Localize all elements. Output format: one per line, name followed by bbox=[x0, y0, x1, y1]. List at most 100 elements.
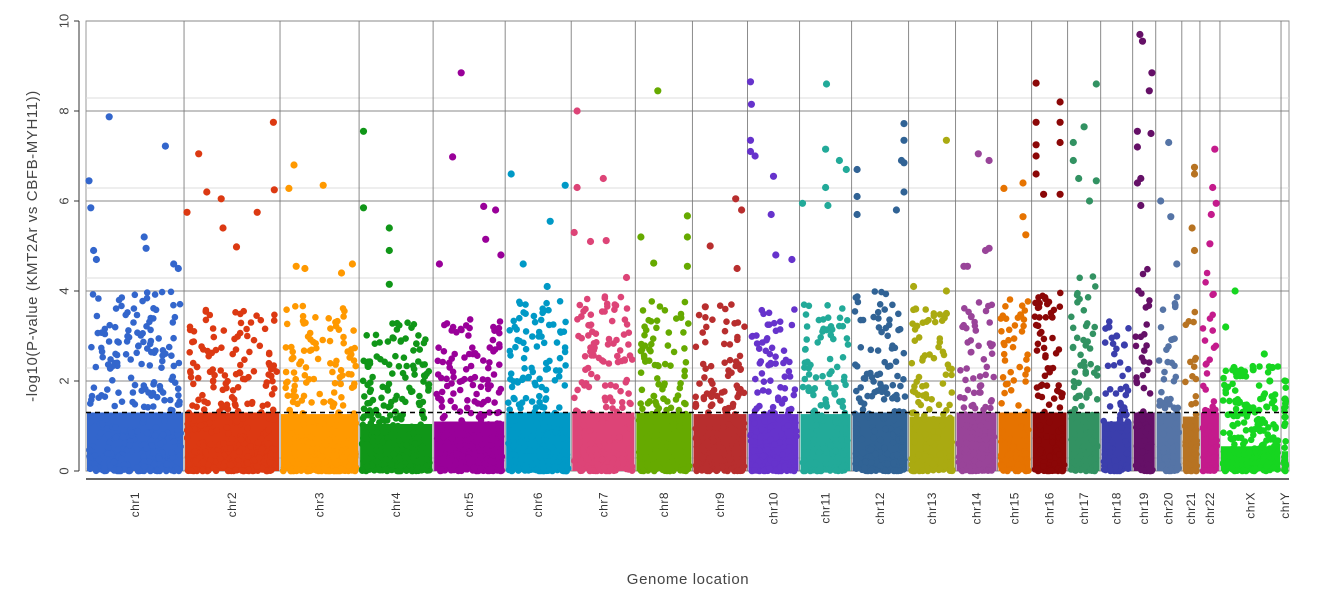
data-point bbox=[1210, 344, 1218, 352]
data-point bbox=[1139, 415, 1147, 423]
data-point bbox=[802, 311, 810, 318]
data-point bbox=[1146, 390, 1154, 397]
data-point bbox=[244, 459, 251, 467]
data-point bbox=[159, 347, 167, 354]
data-point bbox=[1068, 313, 1075, 321]
data-point bbox=[609, 459, 616, 467]
data-point bbox=[695, 438, 702, 446]
data-point bbox=[838, 436, 845, 443]
data-point bbox=[889, 301, 896, 309]
data-point bbox=[758, 370, 766, 377]
data-point bbox=[200, 406, 208, 413]
peak-point bbox=[573, 107, 581, 115]
data-point bbox=[471, 373, 479, 381]
data-point bbox=[1101, 339, 1109, 346]
data-point bbox=[605, 360, 613, 367]
data-point bbox=[681, 372, 688, 380]
peak-point bbox=[767, 210, 775, 219]
data-point bbox=[526, 447, 534, 454]
data-point bbox=[327, 398, 334, 405]
data-point bbox=[1210, 454, 1218, 461]
data-point bbox=[466, 316, 474, 323]
data-point bbox=[1069, 344, 1077, 352]
data-point bbox=[575, 332, 582, 340]
data-point bbox=[542, 366, 550, 373]
data-point bbox=[150, 449, 157, 456]
data-point bbox=[1158, 388, 1165, 396]
data-point bbox=[1080, 442, 1088, 450]
data-point bbox=[340, 339, 348, 347]
peak-point bbox=[1022, 231, 1030, 239]
data-point bbox=[435, 344, 442, 352]
data-point bbox=[460, 430, 467, 438]
data-point bbox=[386, 412, 394, 419]
data-point bbox=[582, 380, 590, 387]
data-point bbox=[176, 300, 184, 308]
data-point bbox=[767, 359, 774, 367]
data-point bbox=[617, 387, 624, 395]
peak-point bbox=[543, 282, 551, 291]
data-point bbox=[725, 404, 732, 412]
data-point bbox=[536, 426, 543, 433]
data-point bbox=[599, 418, 606, 426]
data-point bbox=[312, 340, 320, 347]
data-point bbox=[619, 404, 626, 412]
data-point bbox=[393, 326, 401, 333]
data-point bbox=[1246, 405, 1253, 413]
data-point bbox=[735, 428, 743, 435]
data-point bbox=[965, 308, 972, 316]
data-point bbox=[774, 394, 782, 402]
data-point bbox=[935, 428, 942, 436]
data-point bbox=[1202, 361, 1210, 368]
data-point bbox=[1221, 381, 1228, 389]
data-point bbox=[625, 390, 632, 397]
data-point bbox=[1232, 405, 1240, 413]
data-point bbox=[645, 316, 652, 324]
data-point bbox=[857, 344, 865, 351]
data-point bbox=[826, 355, 834, 363]
data-point bbox=[692, 393, 699, 401]
data-point bbox=[507, 457, 514, 465]
data-point bbox=[683, 441, 691, 448]
data-point bbox=[1080, 307, 1088, 314]
data-point bbox=[306, 466, 313, 474]
data-point bbox=[853, 465, 860, 473]
data-point bbox=[1125, 325, 1132, 332]
data-point bbox=[1191, 438, 1199, 445]
data-point bbox=[955, 453, 963, 461]
data-point bbox=[702, 338, 709, 346]
data-point bbox=[1102, 390, 1109, 397]
data-point bbox=[393, 319, 401, 327]
data-point bbox=[329, 368, 336, 376]
data-point bbox=[639, 405, 646, 413]
data-point bbox=[867, 467, 875, 474]
peak-point bbox=[897, 156, 906, 165]
data-point bbox=[618, 357, 625, 365]
data-point bbox=[640, 352, 648, 360]
data-point bbox=[880, 396, 888, 403]
data-point bbox=[882, 467, 889, 475]
data-point bbox=[653, 317, 661, 325]
chromosome-points-chr7 bbox=[570, 107, 636, 475]
peak-point bbox=[301, 264, 309, 273]
data-point bbox=[1282, 377, 1290, 385]
data-point bbox=[330, 389, 338, 396]
data-point bbox=[1036, 330, 1044, 337]
data-point bbox=[171, 313, 179, 321]
data-point bbox=[655, 381, 662, 388]
data-point bbox=[766, 413, 773, 420]
data-point bbox=[1124, 418, 1132, 425]
data-point bbox=[1190, 318, 1197, 326]
data-point bbox=[653, 408, 661, 415]
data-point bbox=[453, 329, 460, 336]
data-point bbox=[1117, 399, 1124, 407]
peak-point bbox=[788, 255, 796, 264]
peak-point bbox=[824, 201, 832, 210]
data-point bbox=[726, 456, 733, 463]
data-point bbox=[910, 409, 917, 416]
data-point bbox=[975, 460, 983, 468]
data-point bbox=[1187, 455, 1195, 463]
data-point bbox=[525, 423, 532, 431]
data-point bbox=[1123, 449, 1131, 457]
data-point bbox=[161, 417, 168, 425]
